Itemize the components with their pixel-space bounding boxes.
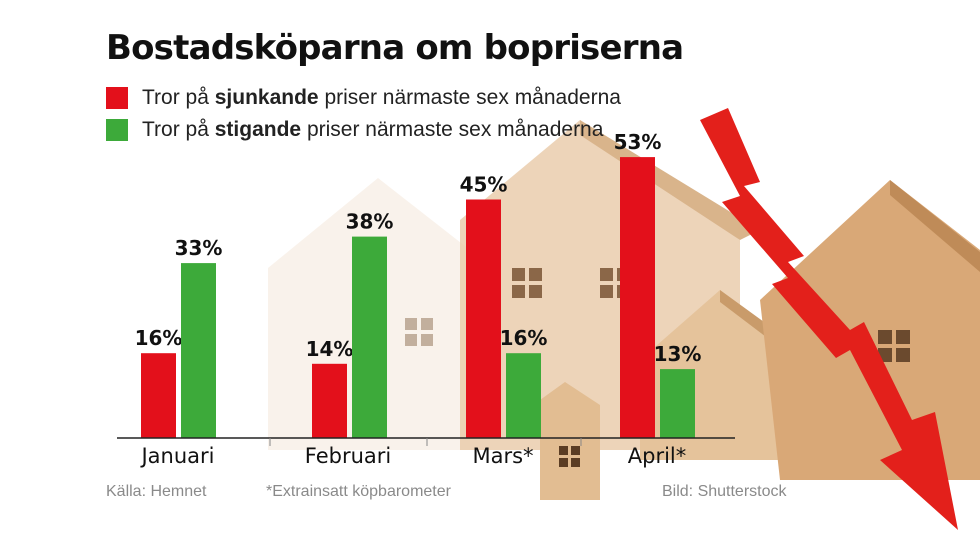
wooden-house-small <box>540 382 600 500</box>
chart-title: Bostadsköparna om bopriserna <box>106 28 684 68</box>
data-label: 13% <box>654 342 702 366</box>
bar-rising-2 <box>506 353 541 438</box>
data-label: 33% <box>175 236 223 260</box>
legend-label: Tror på sjunkande priser närmaste sex må… <box>142 86 621 110</box>
x-tick-label: Januari <box>139 444 214 468</box>
data-label: 53% <box>614 130 662 154</box>
bar-falling-0 <box>141 353 176 438</box>
legend-prefix: Tror på <box>142 118 215 141</box>
image-credit: Bild: Shutterstock <box>662 483 787 500</box>
legend-label: Tror på stigande priser närmaste sex mån… <box>142 118 603 142</box>
legend-prefix: Tror på <box>142 86 215 109</box>
legend-item-falling: Tror på sjunkande priser närmaste sex må… <box>106 86 621 110</box>
data-label: 16% <box>500 326 548 350</box>
falling-arrow-icon <box>700 108 958 530</box>
x-tick-label: April* <box>628 444 687 468</box>
data-label: 14% <box>306 337 354 361</box>
bar-rising-0 <box>181 263 216 438</box>
legend-swatch-red <box>106 87 128 109</box>
data-label: 45% <box>460 173 508 197</box>
source-note: Källa: Hemnet <box>106 483 207 500</box>
bar-falling-2 <box>466 199 501 438</box>
legend-bold: sjunkande <box>214 86 319 109</box>
legend-bold: stigande <box>214 118 302 141</box>
legend-suffix: priser närmaste sex månaderna <box>318 86 621 109</box>
legend-swatch-green <box>106 119 128 141</box>
bar-rising-3 <box>660 369 695 438</box>
bar-falling-1 <box>312 363 347 438</box>
x-tick-label: Mars* <box>472 444 533 468</box>
wooden-house-right <box>760 180 980 480</box>
bar-falling-3 <box>620 157 655 438</box>
x-tick-label: Februari <box>305 444 391 468</box>
legend-item-rising: Tror på stigande priser närmaste sex mån… <box>106 118 603 142</box>
bar-rising-1 <box>352 236 387 438</box>
legend-suffix: priser närmaste sex månaderna <box>301 118 604 141</box>
data-label: 38% <box>346 210 394 234</box>
extra-note: *Extrainsatt köpbarometer <box>266 483 451 500</box>
data-label: 16% <box>135 326 183 350</box>
